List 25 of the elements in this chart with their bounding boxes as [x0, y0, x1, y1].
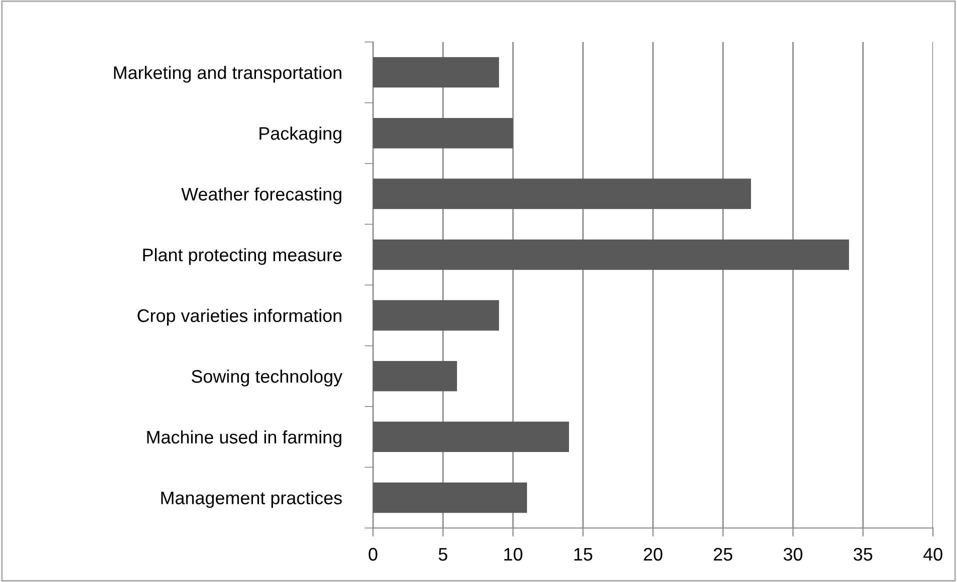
bar — [373, 300, 499, 331]
y-tick-label: Sowing technology — [192, 370, 342, 386]
x-tick-label: 25 — [714, 548, 732, 561]
x-tick-label: 40 — [923, 548, 942, 561]
y-tick-label: Packaging — [260, 126, 342, 144]
y-tick-label: Plant protecting measure — [143, 248, 342, 265]
y-tick-label: Machine used in farming — [147, 430, 342, 448]
y-tick-label: Management practices — [161, 491, 342, 508]
x-tick-label: 15 — [574, 548, 592, 561]
bar — [373, 57, 499, 88]
x-tick-label: 5 — [438, 548, 448, 561]
bar — [373, 178, 751, 210]
bar — [373, 360, 457, 392]
y-tick-label: Weather forecasting — [181, 187, 342, 204]
bar — [373, 422, 569, 452]
bar — [373, 482, 527, 513]
x-tick-label: 0 — [368, 548, 378, 561]
bar — [373, 239, 849, 270]
y-tick-label: Marketing and transportation — [114, 66, 342, 83]
x-tick-label: 10 — [504, 548, 522, 561]
x-tick-label: 30 — [784, 548, 802, 561]
x-tick-label: 35 — [854, 548, 872, 561]
y-tick-label: Crop varieties information — [138, 308, 342, 326]
bar — [373, 118, 513, 148]
x-tick-label: 20 — [644, 548, 662, 561]
